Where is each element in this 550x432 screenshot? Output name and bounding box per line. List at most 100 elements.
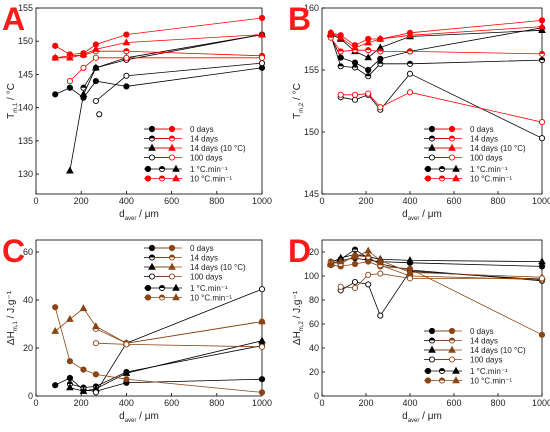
data-point [452, 164, 460, 172]
y-tick-label: 155 [304, 65, 319, 75]
series-line [327, 258, 546, 338]
data-point [144, 165, 152, 173]
legend-entry: 14 days [470, 135, 498, 144]
x-tick-label: 200 [74, 196, 89, 206]
data-point-half [449, 337, 455, 341]
data-point [92, 340, 99, 347]
legend-entry: 1 °C.min⁻¹ [470, 367, 508, 376]
x-tick-label: 400 [119, 398, 134, 408]
y-tick-label: 100 [304, 271, 319, 281]
data-point [538, 17, 546, 24]
series-path [54, 307, 263, 393]
data-point [258, 343, 266, 350]
data-point [406, 256, 414, 264]
data-point [258, 30, 266, 38]
series-line [337, 89, 546, 126]
data-point [148, 125, 156, 133]
data-point-half [338, 48, 344, 52]
data-point-half [429, 135, 435, 139]
series-line [326, 26, 546, 61]
legend-entry: 1 °C.min⁻¹ [190, 165, 228, 174]
series-line [327, 24, 546, 74]
data-point [351, 96, 359, 103]
data-point-half [377, 262, 383, 266]
data-point [148, 262, 156, 270]
y-tick-label: 60 [23, 247, 33, 257]
panel-letter: D [288, 233, 311, 269]
data-point-half [407, 61, 413, 64]
data-point [424, 377, 432, 384]
data-point [452, 376, 460, 384]
legend-entry: 10 °C.min⁻¹ [470, 175, 512, 184]
legend-entry: 14 days (10 °C) [470, 346, 526, 355]
y-tick-label: 120 [304, 247, 319, 257]
data-point-half [449, 135, 455, 139]
series-path [330, 26, 543, 49]
data-point-half [328, 35, 334, 38]
y-tick-label: 80 [309, 295, 319, 305]
data-point [258, 286, 266, 293]
data-point [168, 273, 176, 280]
data-point-half [149, 254, 155, 258]
x-tick-label: 400 [119, 196, 134, 206]
data-point-half [169, 254, 175, 258]
data-point [376, 34, 385, 42]
legend-entry: 14 days [190, 254, 218, 263]
data-point [424, 165, 432, 173]
data-point [406, 275, 414, 282]
data-point [66, 78, 73, 85]
y-tick-label: 145 [18, 69, 33, 79]
series-path [69, 345, 263, 389]
data-point [538, 263, 546, 270]
data-point [123, 376, 130, 383]
series-line [326, 22, 546, 51]
data-point [538, 119, 546, 126]
data-point-half [67, 381, 73, 384]
panel-letter: C [2, 233, 25, 269]
data-point-half [439, 368, 445, 371]
y-tick-label: 150 [18, 36, 33, 46]
data-point [80, 366, 87, 373]
data-point [66, 166, 74, 174]
x-axis-label: daver / μm [119, 411, 159, 424]
data-point [428, 327, 436, 335]
data-point [92, 44, 100, 52]
data-point [326, 28, 335, 36]
data-point [351, 59, 359, 66]
series-path [330, 20, 543, 46]
data-point [92, 63, 100, 71]
panel-D: 0 200 400 600 800 1000 0 20 40 60 80 100 120 daver / … [288, 233, 550, 424]
data-point [377, 104, 384, 111]
legend-entry: 100 days [190, 154, 222, 163]
data-point-half [159, 285, 165, 288]
data-point [172, 174, 180, 182]
data-point [365, 281, 372, 288]
data-point [79, 304, 88, 312]
legend-entry: 0 days [190, 125, 214, 134]
data-point [364, 38, 373, 46]
data-point [258, 317, 266, 325]
data-point [144, 175, 152, 182]
x-tick-label: 200 [358, 398, 373, 408]
data-point [123, 31, 130, 38]
y-tick-label: 40 [23, 295, 33, 305]
data-point [428, 154, 436, 161]
data-point-half [439, 166, 445, 169]
legend-entry: 100 days [190, 273, 222, 282]
legend-entry: 14 days (10 °C) [470, 144, 526, 153]
series-path [330, 253, 543, 264]
x-tick-label: 400 [402, 398, 417, 408]
y-tick-label: 160 [304, 3, 319, 13]
data-point [66, 383, 74, 391]
x-tick-label: 600 [446, 196, 461, 206]
y-tick-label: 150 [304, 127, 319, 137]
series-line [337, 70, 546, 142]
series-path [55, 34, 263, 59]
x-tick-label: 0 [319, 196, 324, 206]
data-point [365, 271, 372, 278]
data-point [406, 89, 414, 96]
series-line [52, 304, 266, 396]
data-point-half [149, 135, 155, 139]
